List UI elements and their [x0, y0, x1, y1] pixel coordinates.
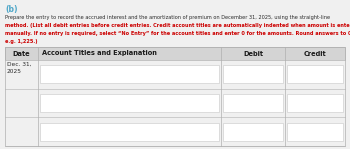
Text: Debit: Debit [243, 51, 263, 56]
Text: Account Titles and Explanation: Account Titles and Explanation [42, 51, 157, 56]
Text: method. (List all debit entries before credit entries. Credit account titles are: method. (List all debit entries before c… [5, 23, 350, 28]
Bar [223, 94, 283, 112]
Bar [223, 65, 283, 83]
Bar [287, 94, 343, 112]
Bar [287, 123, 343, 141]
Text: (b): (b) [5, 5, 18, 14]
Text: e.g. 1,225.): e.g. 1,225.) [5, 39, 37, 44]
Text: manually. If no entry is required, select “No Entry” for the account titles and : manually. If no entry is required, selec… [5, 31, 350, 36]
Bar [287, 65, 343, 83]
Text: Credit: Credit [304, 51, 326, 56]
Bar [40, 65, 219, 83]
Bar [5, 47, 345, 146]
Bar [40, 94, 219, 112]
Text: Date: Date [13, 51, 30, 56]
Text: Dec. 31,
2025: Dec. 31, 2025 [7, 62, 31, 74]
Bar [5, 47, 345, 60]
Bar [223, 123, 283, 141]
Text: Prepare the entry to record the accrued interest and the amortization of premium: Prepare the entry to record the accrued … [5, 15, 330, 20]
Bar [5, 47, 345, 60]
Bar [40, 123, 219, 141]
